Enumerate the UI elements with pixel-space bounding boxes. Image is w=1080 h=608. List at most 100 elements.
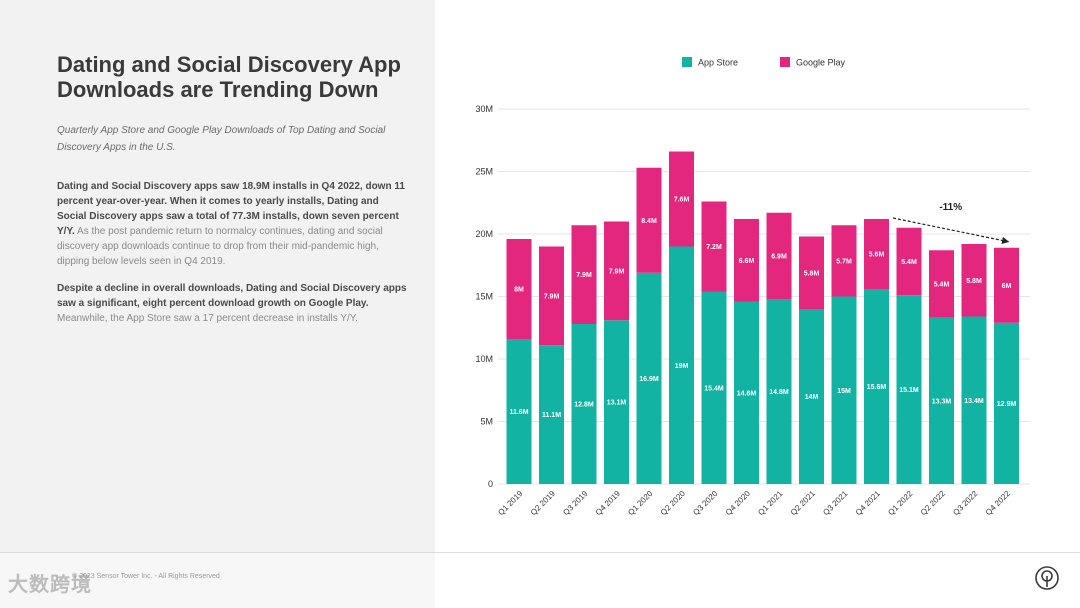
data-label-google-play: 7.9M <box>576 272 592 279</box>
page-title: Dating and Social Discovery App Download… <box>57 52 401 102</box>
summary-paragraph-2-body: Meanwhile, the App Store saw a 17 percen… <box>57 313 358 324</box>
legend-label-app-store: App Store <box>698 58 738 68</box>
x-tick-label: Q1 2019 <box>496 489 524 517</box>
y-tick-label: 10M <box>475 354 493 364</box>
x-tick-label: Q4 2020 <box>724 489 752 517</box>
data-label-app-store: 12.8M <box>574 402 594 409</box>
footer-divider <box>0 552 1080 553</box>
data-label-google-play: 5.4M <box>901 259 917 266</box>
x-tick-label: Q3 2019 <box>561 489 589 517</box>
sensor-tower-logo-icon <box>1035 566 1059 590</box>
x-tick-label: Q2 2019 <box>529 489 557 517</box>
bar-app-store <box>701 291 727 484</box>
data-label-google-play: 5.8M <box>966 278 982 285</box>
x-tick-label: Q2 2020 <box>659 489 687 517</box>
trend-annotation: -11% <box>939 202 962 213</box>
data-label-app-store: 19M <box>675 363 689 370</box>
legend-swatch-app-store <box>682 57 692 67</box>
legend-swatch-google-play <box>780 57 790 67</box>
y-tick-label: 0 <box>488 479 493 489</box>
bar-google-play <box>766 212 792 299</box>
bar-app-store <box>506 339 532 484</box>
y-tick-label: 25M <box>475 167 493 177</box>
watermark: 大数跨境 <box>8 574 92 596</box>
footer-panel <box>0 553 435 608</box>
data-label-google-play: 6M <box>1002 283 1012 290</box>
bar-app-store <box>636 272 662 484</box>
bar-google-play <box>571 225 597 324</box>
bar-google-play <box>734 219 759 302</box>
bar-app-store <box>766 299 792 484</box>
data-label-app-store: 16.9M <box>639 376 659 383</box>
chart-subtitle: Quarterly App Store and Google Play Down… <box>57 125 386 153</box>
x-tick-label: Q1 2021 <box>756 489 784 517</box>
data-label-google-play: 7.9M <box>609 268 625 275</box>
data-label-app-store: 11.1M <box>542 412 561 419</box>
data-label-google-play: 8M <box>514 287 524 294</box>
x-tick-label: Q2 2022 <box>919 489 947 517</box>
bar-app-store <box>994 322 1019 484</box>
data-label-app-store: 13.4M <box>964 398 984 405</box>
x-tick-label: Q3 2021 <box>821 489 849 517</box>
data-label-google-play: 6.9M <box>771 253 787 260</box>
data-label-app-store: 15M <box>837 388 851 395</box>
summary-paragraph-2: Despite a decline in overall downloads, … <box>57 281 409 326</box>
bar-google-play <box>896 227 922 296</box>
bar-app-store <box>831 296 857 484</box>
x-tick-label: Q4 2019 <box>594 489 622 517</box>
bar-app-store <box>864 289 889 484</box>
bar-app-store <box>669 246 694 484</box>
footer-copyright: © 2023 Sensor Tower Inc. - All Rights Re… <box>72 573 220 580</box>
y-tick-label: 5M <box>480 417 493 427</box>
x-tick-label: Q1 2020 <box>626 489 654 517</box>
summary-paragraph-1: Dating and Social Discovery apps saw 18.… <box>57 179 409 269</box>
x-tick-label: Q3 2022 <box>951 489 979 517</box>
data-label-google-play: 7.2M <box>706 244 722 251</box>
bar-google-play <box>831 225 857 297</box>
data-label-app-store: 14.6M <box>737 390 757 397</box>
stacked-bar-chart: 0 5M 10M 15M 20M 25M 30M 11.6M 8M Q1 2019 11.1M 7.9… <box>475 57 1030 517</box>
data-label-app-store: 15.4M <box>704 385 724 392</box>
bar-google-play <box>961 244 987 317</box>
y-tick-label: 30M <box>475 104 493 114</box>
data-label-app-store: 12.9M <box>997 401 1017 408</box>
data-label-google-play: 7.6M <box>674 197 690 204</box>
text-panel <box>0 0 435 552</box>
x-tick-label: Q4 2022 <box>984 489 1012 517</box>
data-label-app-store: 15.6M <box>867 384 887 391</box>
x-tick-label: Q1 2022 <box>886 489 914 517</box>
data-label-google-play: 5.4M <box>934 282 950 289</box>
bar-app-store <box>604 320 629 484</box>
summary-paragraph-2-highlight: Despite a decline in overall downloads, … <box>57 283 407 309</box>
data-label-app-store: 15.1M <box>899 387 919 394</box>
data-label-google-play: 8.4M <box>641 218 657 225</box>
bar-app-store <box>734 301 759 484</box>
data-label-google-play: 6.6M <box>739 258 755 265</box>
data-label-google-play: 5.8M <box>804 270 820 277</box>
bar-app-store <box>539 345 564 484</box>
bar-app-store <box>929 317 954 484</box>
summary-paragraph-1-body: As the post pandemic return to normalcy … <box>57 226 383 267</box>
bar-google-play <box>799 236 824 309</box>
bar-app-store <box>799 309 824 484</box>
bar-google-play <box>604 221 629 321</box>
data-label-google-play: 5.6M <box>869 252 885 259</box>
data-label-google-play: 7.9M <box>544 293 560 300</box>
legend-label-google-play: Google Play <box>796 58 846 68</box>
x-tick-label: Q2 2021 <box>789 489 817 517</box>
bar-app-store <box>571 324 597 484</box>
bar-google-play <box>929 250 954 318</box>
bar-app-store <box>961 316 987 484</box>
bar-google-play <box>994 247 1019 323</box>
y-tick-label: 15M <box>475 292 493 302</box>
x-tick-label: Q4 2021 <box>854 489 882 517</box>
bar-google-play <box>864 219 889 289</box>
bar-google-play <box>539 246 564 346</box>
bar-google-play <box>701 201 727 292</box>
data-label-app-store: 13.3M <box>932 398 952 405</box>
y-tick-label: 20M <box>475 229 493 239</box>
x-tick-label: Q3 2020 <box>691 489 719 517</box>
bar-google-play <box>506 239 532 339</box>
data-label-app-store: 11.6M <box>509 409 528 416</box>
bar-google-play <box>669 151 694 247</box>
